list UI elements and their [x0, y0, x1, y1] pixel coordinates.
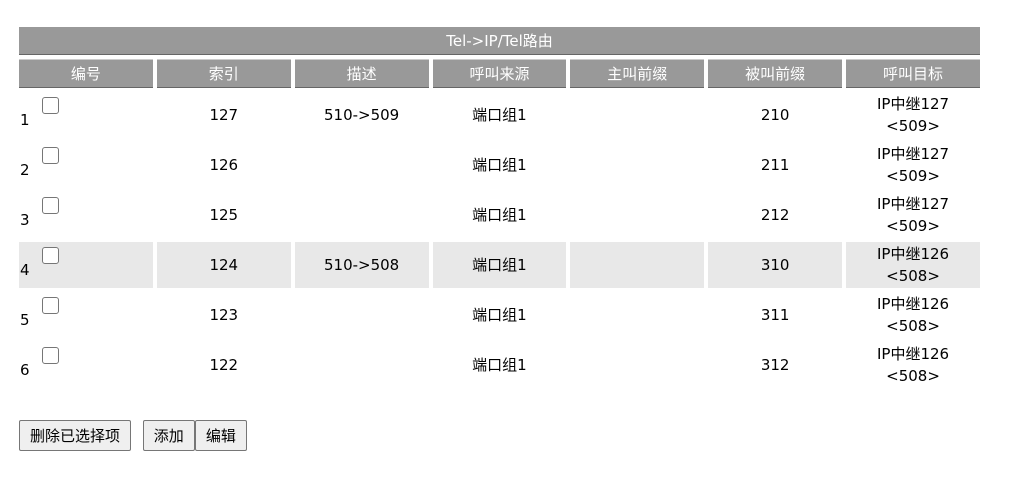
cell-callee-prefix: 211 [760, 156, 790, 174]
cell-caller-prefix [570, 92, 704, 138]
cell-caller-prefix [570, 192, 704, 238]
col-number: 编号 [19, 59, 153, 88]
cell-index: 124 [156, 242, 291, 288]
row-number: 2 [20, 161, 30, 179]
header-row: 编号 索引 描述 呼叫来源 主叫前缀 被叫前缀 呼叫目标 [19, 59, 980, 88]
target-number: <508> [886, 317, 940, 335]
cell-call-source: 端口组1 [472, 106, 527, 124]
cell-callee-prefix: 312 [760, 356, 790, 374]
cell-index: 123 [209, 306, 239, 324]
table-row: 2 126 端口组1 211 IP中继127 <509> [19, 142, 980, 188]
target-trunk: IP中继127 [876, 195, 950, 213]
col-callee-prefix: 被叫前缀 [708, 59, 843, 88]
row-checkbox[interactable] [41, 297, 59, 314]
cell-call-target: IP中继126 <508> [846, 342, 980, 388]
target-number: <509> [886, 167, 940, 185]
cell-call-target: IP中继127 <509> [846, 92, 980, 138]
target-number: <509> [886, 117, 940, 135]
row-checkbox[interactable] [41, 197, 59, 214]
target-trunk: IP中继126 [876, 245, 950, 263]
route-table: Tel->IP/Tel路由 编号 索引 描述 呼叫来源 主叫前缀 被叫前缀 呼叫… [15, 23, 984, 392]
table-row: 3 125 端口组1 212 IP中继127 <509> [19, 192, 980, 238]
row-checkbox[interactable] [41, 247, 59, 264]
table-row: 4 124 510->508 端口组1 310 IP中继126 <508> [19, 242, 980, 288]
cell-description [295, 192, 429, 238]
col-call-target: 呼叫目标 [846, 59, 980, 88]
table-row: 6 122 端口组1 312 IP中继126 <508> [19, 342, 980, 388]
cell-description: 510->509 [323, 106, 400, 124]
target-number: <508> [886, 267, 940, 285]
row-number: 5 [20, 311, 30, 329]
cell-call-target: IP中继127 <509> [846, 192, 980, 238]
cell-caller-prefix [570, 292, 704, 338]
cell-number: 2 [19, 142, 153, 188]
cell-callee-prefix: 310 [708, 242, 843, 288]
cell-call-source: 端口组1 [432, 242, 567, 288]
cell-caller-prefix [570, 242, 705, 288]
cell-index: 125 [209, 206, 239, 224]
cell-index: 122 [209, 356, 239, 374]
cell-call-source: 端口组1 [472, 206, 527, 224]
row-number: 4 [20, 261, 30, 279]
col-caller-prefix: 主叫前缀 [570, 59, 705, 88]
row-number: 3 [20, 211, 30, 229]
cell-call-source: 端口组1 [472, 356, 527, 374]
col-index: 索引 [156, 59, 291, 88]
cell-call-target: IP中继126 <508> [846, 292, 980, 338]
col-call-source: 呼叫来源 [432, 59, 567, 88]
target-trunk: IP中继127 [876, 95, 950, 113]
cell-description: 510->508 [294, 242, 429, 288]
cell-index: 127 [209, 106, 239, 124]
target-number: <509> [886, 217, 940, 235]
row-checkbox[interactable] [41, 97, 59, 114]
target-trunk: IP中继127 [876, 145, 950, 163]
cell-description [295, 292, 429, 338]
cell-number: 1 [19, 92, 153, 138]
cell-callee-prefix: 212 [760, 206, 790, 224]
cell-description [295, 142, 429, 188]
target-trunk: IP中继126 [876, 345, 950, 363]
col-description: 描述 [294, 59, 429, 88]
cell-callee-prefix: 210 [760, 106, 790, 124]
cell-callee-prefix: 311 [760, 306, 790, 324]
row-checkbox[interactable] [41, 147, 59, 164]
add-button[interactable]: 添加 [142, 420, 195, 451]
table-row: 5 123 端口组1 311 IP中继126 <508> [19, 292, 980, 338]
delete-selected-button[interactable]: 删除已选择项 [19, 420, 132, 451]
cell-number: 3 [19, 192, 153, 238]
cell-call-source: 端口组1 [472, 306, 527, 324]
table-title: Tel->IP/Tel路由 [19, 27, 980, 55]
row-number: 6 [20, 361, 30, 379]
cell-call-source: 端口组1 [472, 156, 527, 174]
cell-number: 6 [19, 342, 153, 388]
row-number: 1 [20, 111, 30, 129]
cell-call-target: IP中继127 <509> [846, 142, 980, 188]
cell-index: 126 [209, 156, 239, 174]
row-checkbox[interactable] [41, 347, 59, 364]
cell-description [295, 342, 429, 388]
table-row: 1 127 510->509 端口组1 210 IP中继127 <509> [19, 92, 980, 138]
cell-number: 4 [19, 242, 153, 288]
cell-call-target: IP中继126 <508> [846, 242, 980, 288]
action-buttons: 删除已选择项 添加 编辑 [19, 420, 247, 451]
cell-caller-prefix [570, 342, 704, 388]
cell-caller-prefix [570, 142, 704, 188]
edit-button[interactable]: 编辑 [194, 420, 247, 451]
cell-number: 5 [19, 292, 153, 338]
target-trunk: IP中继126 [876, 295, 950, 313]
target-number: <508> [886, 367, 940, 385]
